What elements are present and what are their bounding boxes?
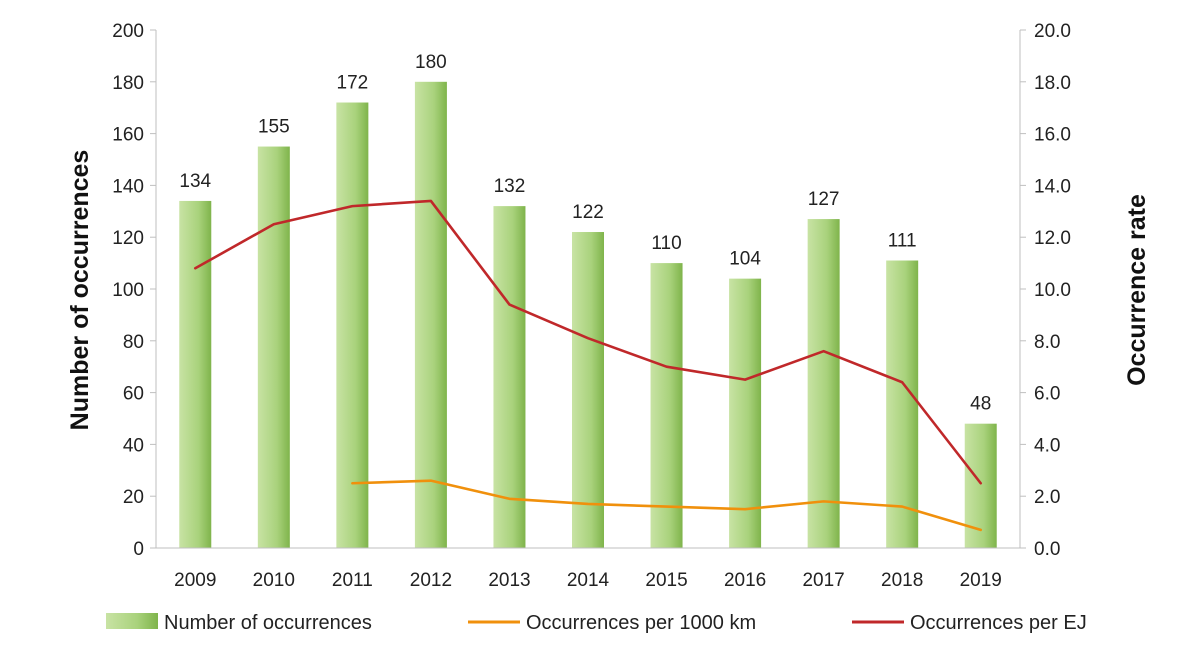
data-label-2010: 155 <box>258 117 290 138</box>
legend-item-occurrences: Number of occurrences <box>106 612 372 634</box>
x-tick-label: 2013 <box>488 570 530 591</box>
y-tick-label: 180 <box>112 73 144 94</box>
y2-tick-label: 0.0 <box>1034 539 1060 560</box>
data-label-2009: 134 <box>179 171 211 192</box>
x-tick-label: 2012 <box>410 570 452 591</box>
data-label-2011: 172 <box>337 73 369 94</box>
x-tick-label: 2014 <box>567 570 610 591</box>
data-label-2015: 110 <box>651 233 681 254</box>
data-label-2012: 180 <box>415 52 447 73</box>
x-tick-label: 2010 <box>253 570 295 591</box>
y2-tick-label: 18.0 <box>1034 73 1071 94</box>
y-tick-label: 160 <box>112 125 144 146</box>
y2-tick-label: 2.0 <box>1034 487 1060 508</box>
y2-tick-label: 6.0 <box>1034 384 1060 405</box>
y2-tick-label: 10.0 <box>1034 280 1071 301</box>
data-label-2017: 127 <box>808 189 840 210</box>
data-label-2018: 111 <box>888 231 917 252</box>
y-tick-label: 80 <box>123 332 144 353</box>
x-tick-label: 2016 <box>724 570 766 591</box>
bar-2009 <box>179 200 212 548</box>
legend-label: Number of occurrences <box>164 612 372 634</box>
y2-tick-label: 8.0 <box>1034 332 1060 353</box>
y2-tick-label: 14.0 <box>1034 176 1071 197</box>
data-label-2013: 132 <box>494 176 526 197</box>
bar-2014 <box>572 232 604 548</box>
y-tick-label: 60 <box>123 384 144 405</box>
series-line-per-ej <box>193 199 983 485</box>
x-tick-label: 2015 <box>645 570 687 591</box>
legend-swatch-bar <box>106 613 158 629</box>
x-tick-label: 2009 <box>174 570 216 591</box>
y2-tick-label: 20.0 <box>1034 21 1071 42</box>
legend-item-per-ej: Occurrences per EJ <box>852 612 1087 634</box>
data-label-2016: 104 <box>729 249 761 270</box>
x-tick-label: 2011 <box>332 570 373 591</box>
y-tick-label: 200 <box>112 21 144 42</box>
bar-2013 <box>493 206 526 548</box>
x-tick-label: 2018 <box>881 570 923 591</box>
data-label-2014: 122 <box>572 202 604 223</box>
y2-tick-label: 12.0 <box>1034 228 1071 249</box>
y-tick-label: 20 <box>123 487 144 508</box>
y2-tick-label: 4.0 <box>1034 435 1060 456</box>
x-tick-label: 2019 <box>960 570 1002 591</box>
y-tick-label: 40 <box>123 435 144 456</box>
y2-tick-label: 16.0 <box>1034 125 1071 146</box>
y2-axis-title: Occurrence rate <box>1123 194 1151 386</box>
bar-2010 <box>257 146 290 549</box>
bar-2018 <box>886 260 919 548</box>
legend-label: Occurrences per EJ <box>910 612 1087 634</box>
bar-2016 <box>729 278 762 548</box>
legend-label: Occurrences per 1000 km <box>526 612 756 634</box>
bar-2012 <box>414 81 447 549</box>
y-tick-label: 140 <box>112 176 144 197</box>
y-tick-label: 100 <box>112 280 144 301</box>
y-tick-label: 0 <box>133 539 144 560</box>
bar-2011 <box>336 102 369 549</box>
data-label-2019: 48 <box>970 394 991 415</box>
bar-2015 <box>650 263 683 548</box>
y-axis-title: Number of occurrences <box>66 150 94 431</box>
x-tick-label: 2017 <box>802 570 844 591</box>
legend-item-per-1000-km: Occurrences per 1000 km <box>468 612 756 634</box>
bar-2017 <box>807 219 840 548</box>
y-tick-label: 120 <box>112 228 144 249</box>
series-line-per-1000-km <box>351 479 983 532</box>
